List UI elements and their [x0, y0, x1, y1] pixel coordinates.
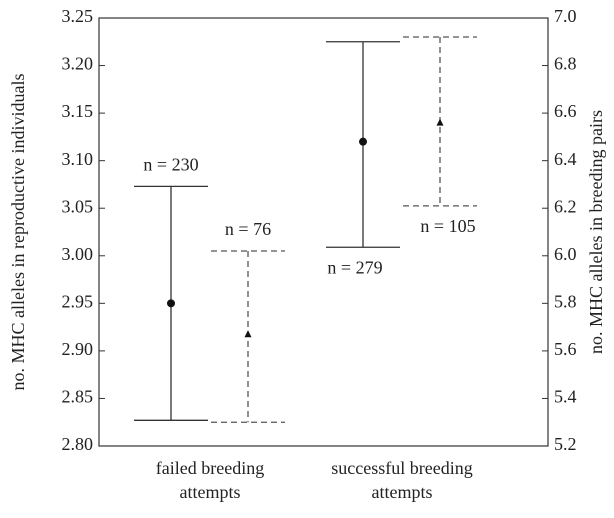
- n-label: n = 230: [143, 154, 198, 174]
- mean-marker: [244, 330, 252, 338]
- y2-tick-label: 6.6: [554, 101, 577, 121]
- x-tick-label: attempts: [180, 482, 241, 502]
- y2-tick-label: 7.0: [554, 6, 577, 26]
- y-tick-label: 3.20: [62, 54, 94, 74]
- mean-marker: [167, 299, 175, 308]
- y2-tick-label: 6.4: [554, 149, 577, 169]
- y-tick-label: 2.90: [62, 339, 94, 359]
- y2-axis-label: no. MHC alleles in breeding pairs: [586, 110, 606, 354]
- y-tick-label: 3.10: [62, 149, 94, 169]
- y-tick-label: 3.00: [62, 244, 94, 264]
- x-tick-label: attempts: [372, 482, 433, 502]
- plot-frame: [98, 17, 549, 447]
- n-label: n = 76: [225, 219, 271, 239]
- y2-tick-label: 5.2: [554, 434, 577, 454]
- x-tick-label: successful breeding: [331, 458, 472, 478]
- y2-tick-label: 5.8: [554, 291, 577, 311]
- n-label: n = 105: [420, 216, 475, 236]
- y2-tick-label: 6.0: [554, 244, 577, 264]
- y-tick-label: 2.80: [62, 434, 94, 454]
- x-tick-label: failed breeding: [156, 458, 264, 478]
- y-axis-label: no. MHC alleles in reproductive individu…: [8, 74, 28, 391]
- y-tick-label: 3.05: [62, 196, 94, 216]
- y-tick-label: 2.95: [62, 291, 94, 311]
- n-label: n = 279: [327, 257, 382, 277]
- y2-tick-label: 5.4: [554, 387, 577, 407]
- mean-marker: [436, 118, 444, 126]
- y2-tick-label: 6.2: [554, 196, 577, 216]
- y-tick-label: 3.15: [62, 101, 94, 121]
- y-tick-label: 2.85: [62, 387, 94, 407]
- mean-marker: [359, 137, 367, 146]
- y2-tick-label: 6.8: [554, 54, 577, 74]
- y-tick-label: 3.25: [62, 6, 94, 26]
- y2-tick-label: 5.6: [554, 339, 577, 359]
